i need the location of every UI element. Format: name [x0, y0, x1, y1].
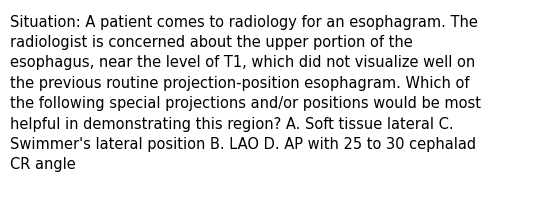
Text: Situation: A patient comes to radiology for an esophagram. The
radiologist is co: Situation: A patient comes to radiology … — [10, 15, 481, 172]
